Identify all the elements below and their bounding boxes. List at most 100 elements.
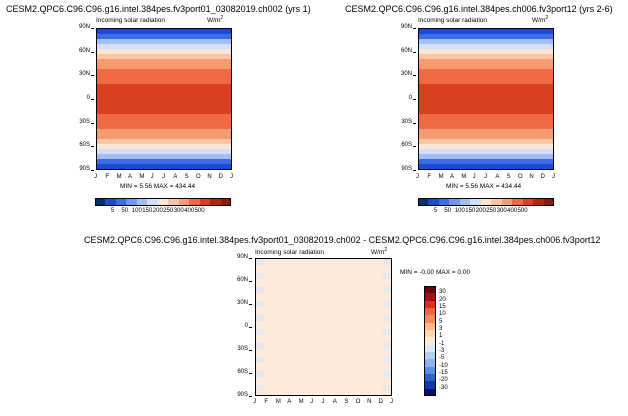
y-tick-mark [413, 99, 416, 100]
colorbar-swatch [424, 374, 436, 382]
heatmap-band [419, 104, 553, 110]
x-tick-label: A [332, 399, 337, 405]
heatmap-band [419, 64, 553, 70]
heatmap-band [97, 99, 231, 105]
colorbar-swatch [438, 198, 450, 206]
panel3-units: W/m2 [371, 247, 387, 256]
heatmap-band [97, 64, 231, 70]
y-tick-label: 90N [78, 24, 90, 30]
panel2-subtitle: Incoming solar radiation [418, 17, 488, 24]
heatmap-band [97, 119, 231, 125]
heatmap-band [97, 29, 231, 35]
panel1-stats: MIN = 5.56 MAX = 434.44 [120, 183, 196, 190]
x-tick-label: N [529, 174, 534, 180]
heatmap-band [419, 144, 553, 150]
panel3-plot [255, 258, 392, 396]
heatmap-band [419, 134, 553, 140]
colorbar-swatch [115, 198, 127, 206]
y-tick-label: 90N [400, 24, 412, 30]
x-tick-label: D [378, 399, 383, 405]
heatmap-band [97, 144, 231, 150]
colorbar-swatch [424, 330, 436, 338]
y-tick-mark [413, 146, 416, 148]
heatmap-band [97, 114, 231, 120]
x-tick-label: M [139, 174, 145, 180]
heatmap-band [419, 59, 553, 65]
y-tick-label: 90S [401, 166, 412, 172]
y-tick-mark [91, 99, 94, 100]
x-tick-label: O [196, 174, 201, 180]
heatmap-band [419, 79, 553, 85]
x-tick-label: F [264, 399, 269, 405]
heatmap-band [97, 69, 231, 75]
colorbar-label: 5 [110, 208, 115, 214]
colorbar-swatch [105, 198, 117, 206]
x-tick-label: J [230, 174, 233, 180]
x-tick-label: J [321, 399, 325, 405]
heatmap-band [97, 139, 231, 145]
colorbar-border [418, 198, 554, 206]
heatmap-band [97, 49, 231, 55]
y-tick-label: 60S [401, 142, 412, 149]
panel2-colorbar: 5 50 100 150 200 250 300 400 500 [418, 198, 555, 216]
panel3-title: CESM2.QPC6.C96.C96.g16.intel.384pes.fv3p… [84, 235, 601, 245]
y-tick-mark [249, 373, 252, 374]
colorbar-label: 500 [194, 208, 205, 214]
y-tick-label: 0 [244, 323, 248, 329]
heatmap-band [97, 44, 231, 50]
x-tick-label: D [540, 174, 545, 180]
heatmap-band [419, 164, 553, 169]
colorbar-border [424, 286, 436, 396]
x-tick-label: M [461, 174, 467, 180]
heatmap-band [97, 94, 231, 100]
colorbar-label: 400 [184, 208, 195, 214]
x-tick-label: J [552, 174, 555, 180]
x-tick-label: S [344, 399, 349, 405]
y-tick-mark [413, 28, 416, 29]
colorbar-label: -30 [439, 384, 448, 391]
heatmap-band [97, 164, 231, 169]
x-tick-label: J [162, 174, 165, 180]
y-tick-label: 0 [408, 95, 412, 101]
heatmap-band [419, 129, 553, 135]
colorbar-swatch [95, 198, 106, 206]
colorbar-label: 250 [486, 208, 497, 214]
y-tick-mark [91, 146, 94, 148]
x-tick-label: F [105, 174, 109, 180]
x-tick-label: A [450, 174, 455, 180]
x-tick-label: J [150, 174, 154, 180]
panel1-units-sup: 2 [220, 15, 224, 21]
heatmap-edge [256, 259, 264, 395]
heatmap-band [419, 29, 553, 35]
y-tick-mark [91, 51, 94, 53]
colorbar-label: 50 [444, 208, 452, 214]
colorbar-swatch [210, 198, 221, 206]
colorbar-label: 200 [475, 208, 486, 214]
y-tick-label: 90S [79, 166, 90, 172]
heatmap-band [419, 44, 553, 50]
colorbar-label: 300 [496, 208, 507, 214]
heatmap-band [97, 59, 231, 65]
panel1-y-axis: 90N 60N 30N 0 30S 60S 90S [64, 24, 94, 172]
heatmap-band [419, 114, 553, 120]
heatmap-band [419, 119, 553, 125]
colorbar-swatch [424, 315, 436, 323]
heatmap-band [97, 129, 231, 135]
y-tick-label: 60S [237, 369, 248, 375]
heatmap-edge [383, 259, 391, 395]
colorbar-label: 200 [152, 208, 163, 214]
y-tick-label: 0 [86, 95, 90, 101]
colorbar-label: 5 [439, 318, 443, 325]
y-tick-label: 30S [401, 118, 412, 125]
colorbar-label: -5 [439, 355, 445, 362]
panel2-stats: MIN = 5.56 MAX = 434.44 [446, 183, 522, 190]
panel3-units-sup: 2 [384, 247, 388, 253]
panel3-stats: MIN = -0.00 MAX = 0.00 [400, 269, 471, 276]
panel1-units-text: W/m [207, 17, 221, 25]
colorbar-label: 1 [439, 333, 443, 340]
panel3-y-axis: 90N 60N 30N 0 30S 60S 90S [222, 254, 252, 398]
heatmap-band [419, 139, 553, 145]
x-tick-label: J [310, 399, 314, 405]
